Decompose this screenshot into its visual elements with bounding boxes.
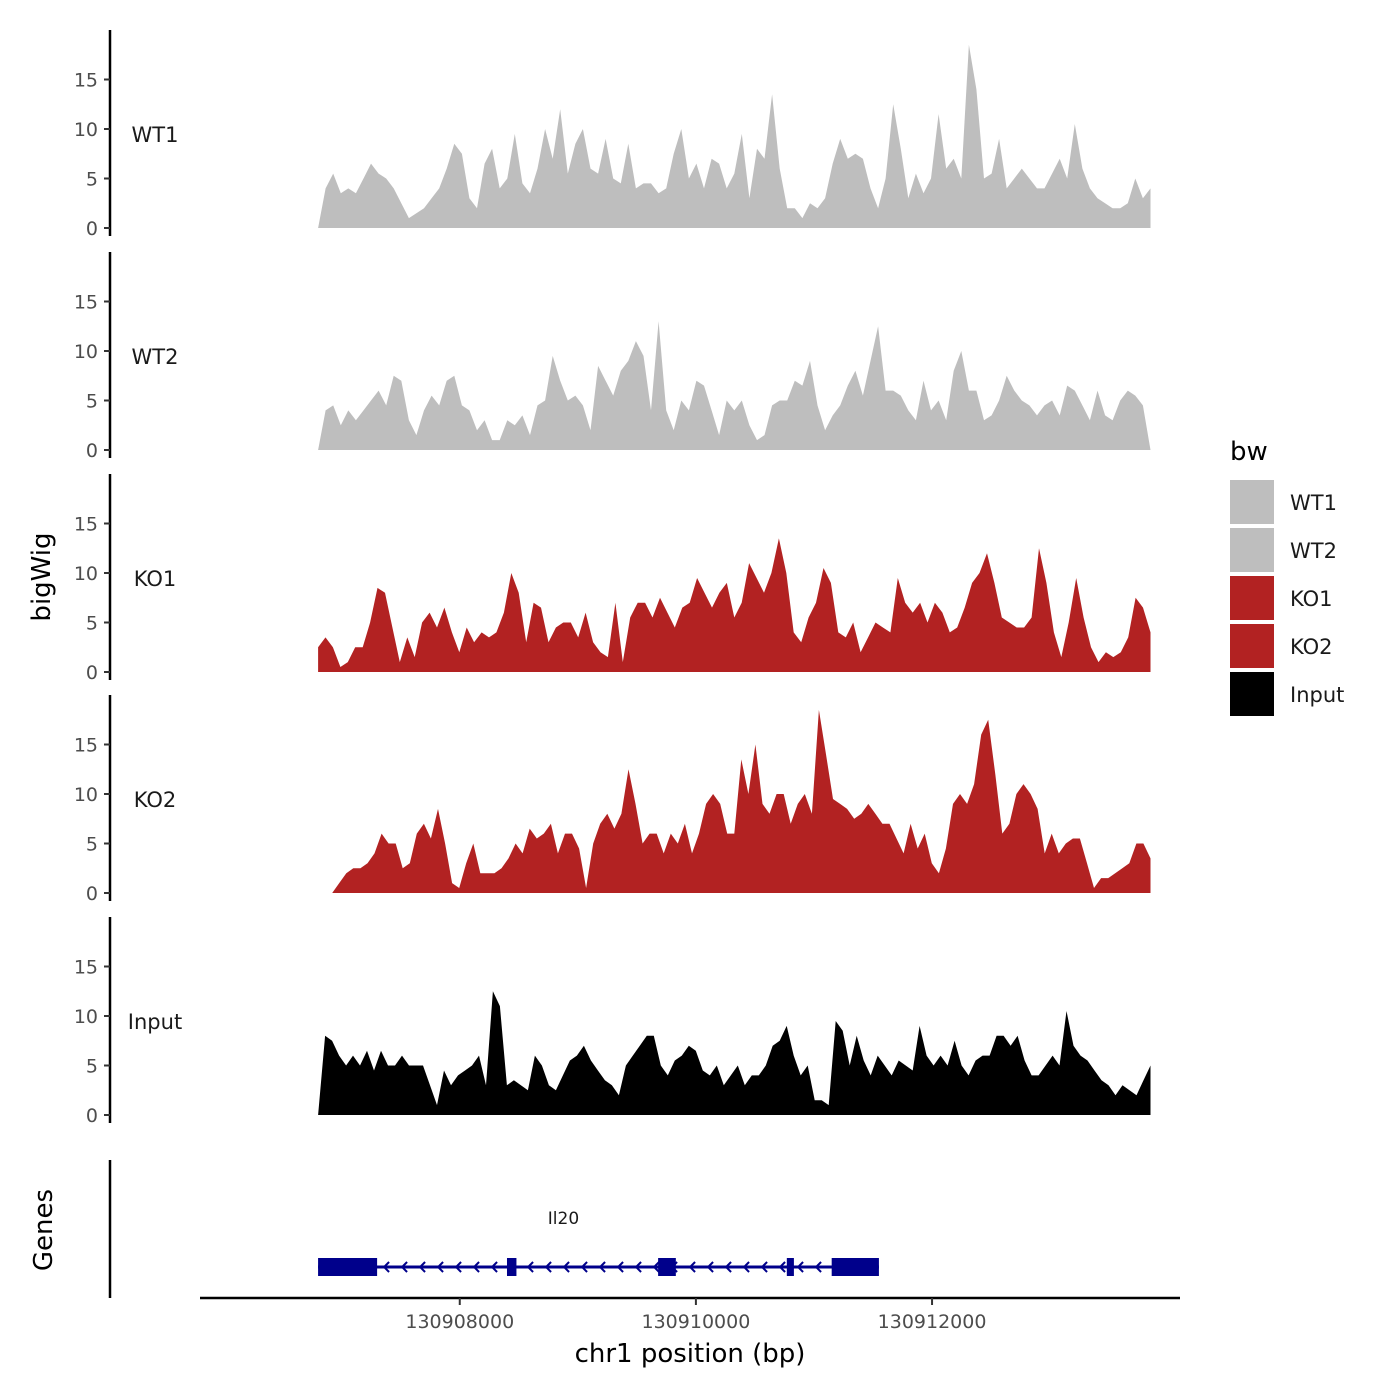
strand-arrow: [724, 1261, 732, 1273]
x-axis-title: chr1 position (bp): [575, 1339, 806, 1369]
strand-arrow: [652, 1261, 660, 1273]
strand-arrow: [472, 1261, 480, 1273]
track-label: KO1: [134, 567, 177, 591]
x-tick-label: 130908000: [405, 1311, 514, 1333]
strand-arrow: [778, 1261, 786, 1273]
y-tick-label: 15: [74, 957, 98, 979]
y-tick-label: 15: [74, 70, 98, 92]
y-tick-label: 5: [86, 834, 98, 856]
gene-exon: [786, 1258, 794, 1276]
strand-arrow: [526, 1261, 534, 1273]
track-label: Input: [128, 1010, 182, 1034]
strand-arrow: [418, 1261, 426, 1273]
genes-track-title: Genes: [29, 1189, 59, 1271]
y-tick-label: 15: [74, 735, 98, 757]
coverage-area-input: [318, 991, 1151, 1115]
track-ko2: 0 5 10 15 KO2: [74, 695, 1151, 905]
x-tick-label: 130910000: [642, 1311, 751, 1333]
y-tick-label: 5: [86, 613, 98, 635]
legend-key-ko1: [1230, 576, 1274, 620]
gene-exon: [831, 1258, 879, 1276]
legend-key-wt2: [1230, 528, 1274, 572]
legend-title: bw: [1230, 437, 1268, 467]
strand-arrow: [634, 1261, 642, 1273]
track-label: KO2: [134, 788, 177, 812]
coverage-area-wt1: [318, 44, 1151, 228]
track-wt1: 0 5 10 15 WT1: [74, 30, 1151, 240]
strand-arrow: [436, 1261, 444, 1273]
y-tick-label: 0: [86, 883, 98, 905]
gene-exon: [658, 1258, 676, 1276]
track-wt2: 0 5 10 15 WT2: [74, 252, 1151, 462]
legend-label-wt1: WT1: [1290, 491, 1337, 515]
legend-label-ko2: KO2: [1290, 635, 1333, 659]
legend-label-input: Input: [1290, 683, 1344, 707]
strand-arrow: [490, 1261, 498, 1273]
coverage-area-ko2: [318, 709, 1151, 893]
strand-arrow: [616, 1261, 624, 1273]
y-tick-label: 10: [74, 341, 98, 363]
gene-name-label: Il20: [548, 1209, 579, 1229]
y-tick-label: 10: [74, 784, 98, 806]
x-axis: 130908000 130910000 130912000: [200, 1296, 1180, 1333]
coverage-area-ko1: [318, 538, 1151, 672]
strand-arrow: [544, 1261, 552, 1273]
y-tick-label: 5: [86, 1056, 98, 1078]
track-label: WT1: [132, 123, 179, 147]
genes-track: Genes Il20: [29, 1160, 879, 1298]
y-tick-label: 10: [74, 119, 98, 141]
y-tick-label: 10: [74, 1006, 98, 1028]
gene-exon: [318, 1258, 378, 1276]
legend-label-wt2: WT2: [1290, 539, 1337, 563]
legend-key-wt1: [1230, 480, 1274, 524]
y-tick-label: 15: [74, 514, 98, 536]
strand-arrow: [706, 1261, 714, 1273]
strand-arrow: [760, 1261, 768, 1273]
strand-arrow: [454, 1261, 462, 1273]
strand-arrow: [814, 1261, 822, 1273]
y-tick-label: 0: [86, 1105, 98, 1127]
y-tick-label: 15: [74, 292, 98, 314]
y-tick-label: 5: [86, 391, 98, 413]
y-tick-label: 5: [86, 169, 98, 191]
y-tick-label: 10: [74, 563, 98, 585]
y-tick-label: 0: [86, 662, 98, 684]
strand-arrow: [688, 1261, 696, 1273]
x-tick-label: 130912000: [878, 1311, 987, 1333]
coverage-tracks: 0 5 10 15 WT1 0 5 10 15 WT2 0 5 10 15 KO1 0 5 10 15 KO2 0 5 10…: [74, 30, 1151, 1127]
strand-arrow: [580, 1261, 588, 1273]
coverage-area-wt2: [318, 321, 1151, 450]
legend-key-input: [1230, 672, 1274, 716]
strand-arrow: [400, 1261, 408, 1273]
legend-key-ko2: [1230, 624, 1274, 668]
strand-arrow: [382, 1261, 390, 1273]
strand-arrow: [742, 1261, 750, 1273]
track-input: 0 5 10 15 Input: [74, 917, 1151, 1127]
strand-arrow: [562, 1261, 570, 1273]
y-tick-label: 0: [86, 440, 98, 462]
strand-arrow: [796, 1261, 804, 1273]
y-axis-title: bigWig: [27, 532, 57, 621]
gene-exon: [506, 1258, 517, 1276]
strand-arrow: [598, 1261, 606, 1273]
legend-label-ko1: KO1: [1290, 587, 1333, 611]
legend: bw WT1 WT2 KO1 KO2 Input: [1230, 437, 1344, 716]
y-tick-label: 0: [86, 218, 98, 240]
track-ko1: 0 5 10 15 KO1: [74, 474, 1151, 684]
track-label: WT2: [132, 345, 179, 369]
